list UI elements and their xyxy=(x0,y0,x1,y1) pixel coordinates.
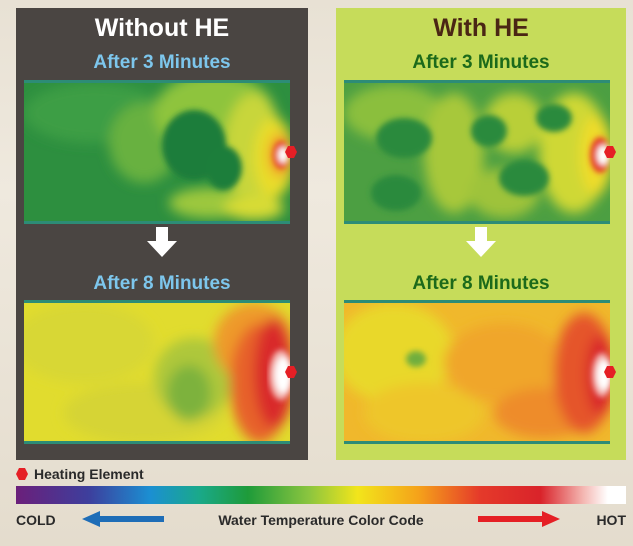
arrow-down-icon xyxy=(147,227,177,257)
with-he-panel: With HE After 3 Minutes xyxy=(336,8,626,460)
arrow-down-icon xyxy=(466,227,496,257)
without-he-3min-label: After 3 Minutes xyxy=(93,52,231,73)
without-he-8min-thermal-image xyxy=(24,300,290,444)
with-he-3min-thermal-image xyxy=(344,80,610,224)
heating-element-legend-text: Heating Element xyxy=(34,466,144,482)
color-code-caption: Water Temperature Color Code xyxy=(218,512,424,528)
temperature-color-scale xyxy=(16,486,626,504)
with-he-3min-label: After 3 Minutes xyxy=(412,52,550,73)
heating-element-marker xyxy=(285,146,297,158)
temperature-scale-labels: COLD Water Temperature Color Code HOT xyxy=(16,509,626,531)
with-he-8min-thermal-image xyxy=(344,300,610,444)
hot-label: HOT xyxy=(596,512,626,528)
without-he-title: Without HE xyxy=(94,14,230,42)
with-he-title: With HE xyxy=(433,14,529,42)
heating-element-marker xyxy=(604,366,616,378)
cold-label: COLD xyxy=(16,512,56,528)
with-he-8min-label: After 8 Minutes xyxy=(412,273,550,294)
without-he-panel: Without HE After 3 Minutes xyxy=(16,8,308,460)
without-he-8min-label: After 8 Minutes xyxy=(93,273,231,294)
without-he-3min-thermal-image xyxy=(24,80,290,224)
arrow-left-icon xyxy=(82,511,164,527)
arrow-right-icon xyxy=(478,511,560,527)
heating-element-legend: Heating Element xyxy=(16,466,144,482)
heating-element-marker xyxy=(285,366,297,378)
hexagon-icon xyxy=(16,468,28,480)
heating-element-marker xyxy=(604,146,616,158)
